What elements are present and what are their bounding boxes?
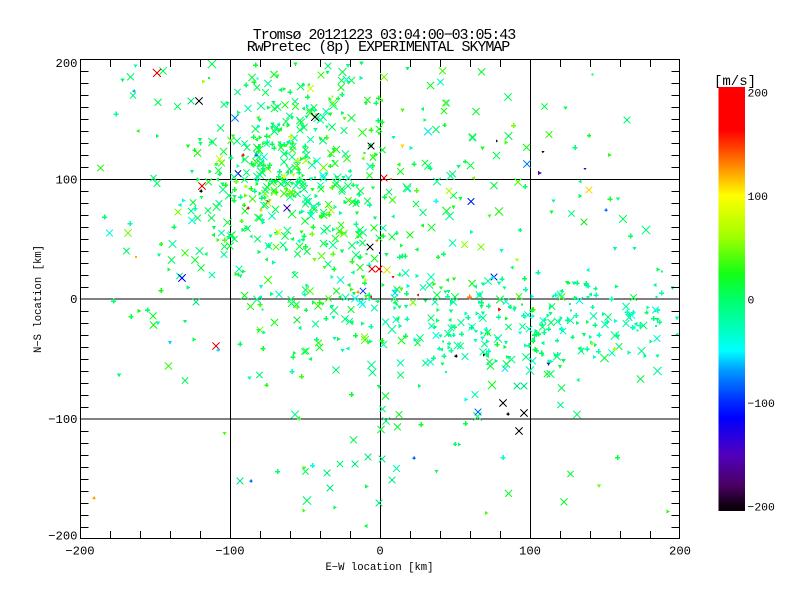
svg-text:100: 100: [748, 192, 769, 204]
svg-text:0: 0: [376, 545, 383, 559]
svg-text:E−W location [km]: E−W location [km]: [325, 562, 433, 574]
svg-text:200: 200: [56, 57, 78, 71]
svg-text:[m/s]: [m/s]: [714, 74, 756, 90]
svg-text:Tromsø 20121223 03:04:00−03:05: Tromsø 20121223 03:04:00−03:05:43: [253, 27, 516, 44]
svg-text:RwPretec (8p) EXPERIMENTAL SKY: RwPretec (8p) EXPERIMENTAL SKYMAP: [247, 39, 510, 56]
svg-text:100: 100: [56, 173, 78, 187]
svg-text:100: 100: [519, 545, 541, 559]
svg-text:0: 0: [748, 296, 755, 308]
svg-text:−200: −200: [748, 503, 776, 515]
svg-text:0: 0: [70, 293, 77, 307]
svg-text:200: 200: [748, 89, 769, 101]
svg-text:200: 200: [669, 545, 691, 559]
svg-text:−200: −200: [48, 529, 77, 543]
svg-text:−100: −100: [48, 413, 77, 427]
svg-text:−100: −100: [748, 399, 776, 411]
svg-text:−100: −100: [215, 545, 244, 559]
svg-text:−200: −200: [65, 545, 94, 559]
svg-text:N−S location [km]: N−S location [km]: [33, 245, 45, 353]
